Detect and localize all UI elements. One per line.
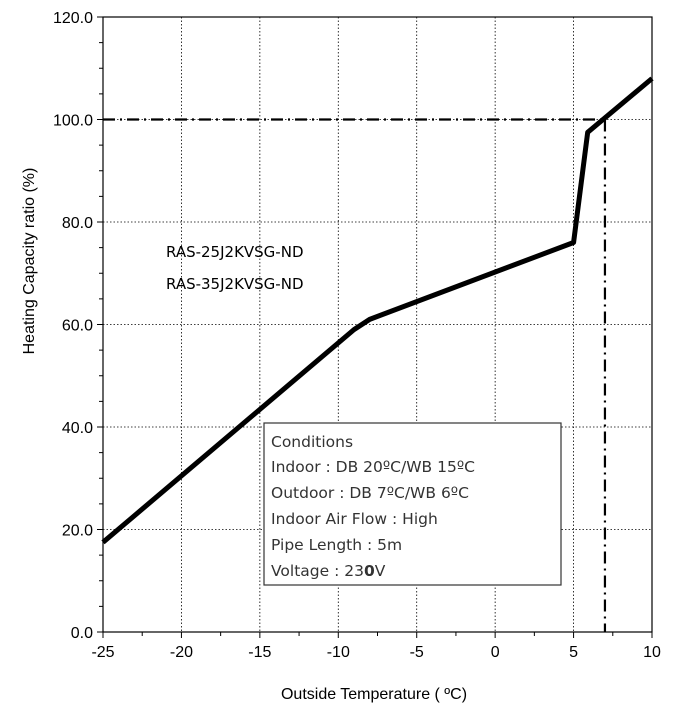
- y-tick-label: 60.0: [62, 318, 93, 335]
- conditions-indoor: Indoor : DB 20ºC/WB 15ºC: [271, 458, 475, 476]
- x-tick-label: 0: [491, 644, 500, 661]
- conditions-pipe-length: Pipe Length : 5m: [271, 536, 402, 554]
- x-tick-label: 10: [643, 644, 661, 661]
- model-label-1: RAS-25J2KVSG-ND: [166, 243, 304, 261]
- x-tick-label: -10: [327, 644, 350, 661]
- x-axis-title: Outside Temperature ( ºC): [281, 686, 467, 703]
- y-tick-label: 0.0: [71, 625, 93, 642]
- x-tick-label: -20: [170, 644, 193, 661]
- capacity-series-line: [101, 76, 654, 545]
- tick-marks: [97, 16, 653, 638]
- conditions-outdoor: Outdoor : DB 7ºC/WB 6ºC: [271, 484, 469, 502]
- x-tick-labels: -25 -20 -15 -10 -5 0 5 10: [91, 644, 661, 661]
- x-tick-label: -25: [91, 644, 114, 661]
- x-tick-label: -15: [248, 644, 271, 661]
- y-axis-title: Heating Capacity ratio (%): [21, 168, 38, 355]
- conditions-heading: Conditions: [271, 433, 353, 451]
- voltage-suffix: V: [375, 562, 386, 580]
- y-tick-labels: 0.0 20.0 40.0 60.0 80.0 100.0 120.0: [53, 10, 93, 642]
- reference-lines: [103, 118, 607, 632]
- voltage-bold-digit: 0: [364, 562, 375, 580]
- plot-frame: [102, 16, 653, 633]
- y-tick-label: 80.0: [62, 215, 93, 232]
- y-tick-label: 120.0: [53, 10, 93, 27]
- conditions-box: Conditions Indoor : DB 20ºC/WB 15ºC Outd…: [263, 422, 562, 586]
- x-tick-label: 5: [569, 644, 578, 661]
- y-tick-label: 40.0: [62, 420, 93, 437]
- x-tick-label: -5: [410, 644, 424, 661]
- model-label-2: RAS-35J2KVSG-ND: [166, 275, 304, 293]
- y-tick-label: 20.0: [62, 523, 93, 540]
- conditions-voltage: Voltage : 230V: [271, 562, 386, 580]
- conditions-air-flow: Indoor Air Flow : High: [271, 510, 438, 528]
- series-lines: [101, 76, 654, 545]
- y-tick-label: 100.0: [53, 113, 93, 130]
- conditions-box-border: [263, 422, 562, 586]
- voltage-prefix: Voltage : 23: [271, 562, 364, 580]
